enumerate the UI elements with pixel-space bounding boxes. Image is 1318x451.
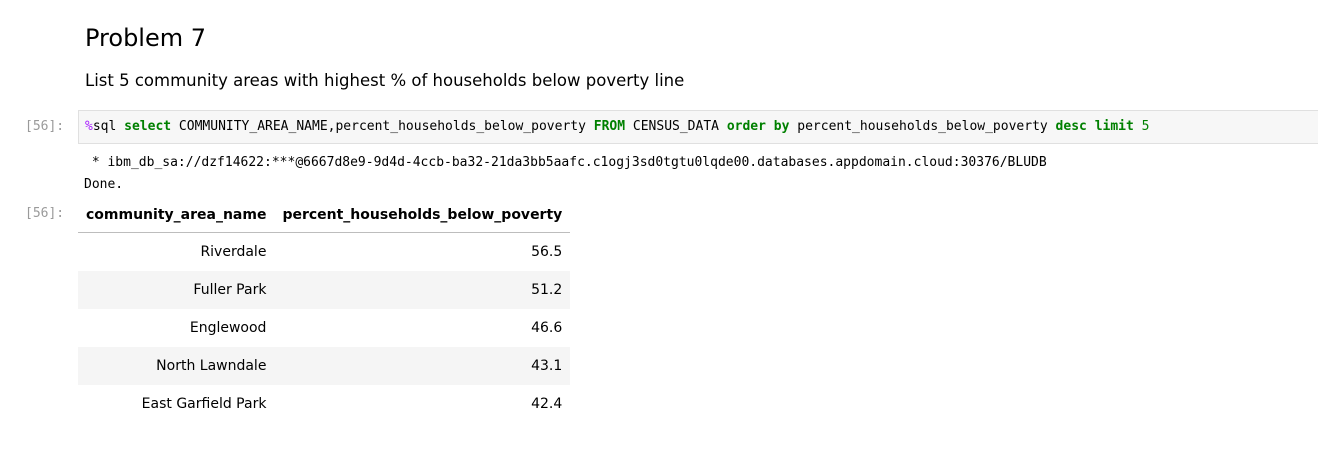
keyword-limit: limit — [1094, 119, 1134, 134]
output-prompt: [56]: — [25, 206, 65, 221]
sql-magic-name: sql — [92, 119, 125, 134]
done-line: Done. — [84, 177, 124, 192]
cell-percent-value: 56.5 — [531, 244, 563, 260]
table-row: Riverdale 56.5 — [78, 233, 570, 272]
cell-percent-value: 51.2 — [531, 282, 563, 298]
keyword-from: FROM — [593, 119, 626, 134]
cell-percent-value: 42.4 — [531, 396, 563, 412]
cell-community-area-name: North Lawndale — [156, 358, 267, 374]
result-table: community_area_name percent_households_b… — [78, 197, 571, 423]
column-header-community-area-name: community_area_name — [78, 197, 275, 233]
order-column: percent_households_below_poverty — [789, 119, 1056, 134]
sql-magic-percent: % — [85, 119, 93, 134]
table-row: East Garfield Park 42.4 — [78, 385, 570, 423]
code-input-area[interactable]: %sql select COMMUNITY_AREA_NAME,percent_… — [78, 110, 1318, 144]
problem-description: List 5 community areas with highest % of… — [85, 71, 685, 90]
table-name: CENSUS_DATA — [625, 119, 727, 134]
keyword-desc: desc — [1055, 119, 1087, 134]
keyword-select: select — [124, 119, 172, 134]
table-row: Englewood 46.6 — [78, 309, 570, 347]
column-header-percent-households-below-poverty: percent_households_below_poverty — [274, 197, 571, 233]
markdown-cell: Problem 7 List 5 community areas with hi… — [85, 20, 1285, 90]
input-prompt: [56]: — [25, 119, 65, 134]
cell-percent-value: 46.6 — [531, 320, 563, 336]
cell-community-area-name: Fuller Park — [193, 282, 267, 298]
table-row: Fuller Park 51.2 — [78, 271, 571, 309]
cell-community-area-name: East Garfield Park — [141, 396, 267, 412]
select-columns: COMMUNITY_AREA_NAME,percent_households_b… — [171, 119, 594, 134]
cell-community-area-name: Englewood — [189, 320, 267, 336]
limit-value: 5 — [1133, 119, 1150, 134]
keyword-order-by: order by — [726, 119, 790, 134]
problem-heading: Problem 7 — [85, 24, 207, 52]
table-row: North Lawndale 43.1 — [78, 347, 571, 385]
cell-percent-value: 43.1 — [531, 358, 563, 374]
connection-line: * ibm_db_sa://dzf14622:***@6667d8e9-9d4d… — [84, 155, 1047, 170]
table-header-row: community_area_name percent_households_b… — [78, 197, 571, 233]
cell-community-area-name: Riverdale — [200, 244, 267, 260]
stdout-output: * ibm_db_sa://dzf14622:***@6667d8e9-9d4d… — [84, 152, 1047, 196]
token-space — [1087, 119, 1095, 134]
